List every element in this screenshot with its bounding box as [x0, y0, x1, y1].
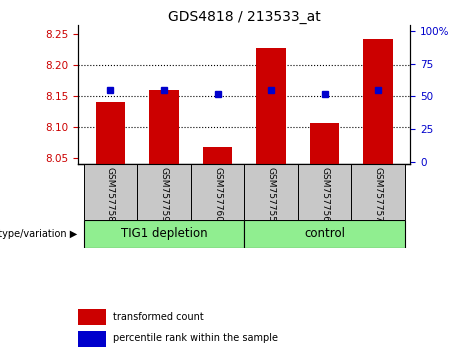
- Bar: [256, 48, 286, 164]
- Bar: [351, 164, 405, 220]
- Text: genotype/variation ▶: genotype/variation ▶: [0, 229, 77, 239]
- Bar: [310, 122, 339, 164]
- Bar: [298, 164, 351, 220]
- Text: percentile rank within the sample: percentile rank within the sample: [113, 333, 278, 343]
- Bar: [244, 164, 298, 220]
- Text: GSM757755: GSM757755: [266, 167, 276, 222]
- Text: control: control: [304, 227, 345, 240]
- Bar: [78, 309, 106, 325]
- Text: GSM757758: GSM757758: [106, 167, 115, 222]
- Text: transformed count: transformed count: [113, 312, 204, 322]
- Bar: [137, 164, 191, 220]
- Bar: [244, 220, 405, 248]
- Text: GSM757760: GSM757760: [213, 167, 222, 222]
- Bar: [191, 164, 244, 220]
- Bar: [149, 90, 179, 164]
- Bar: [363, 39, 393, 164]
- Title: GDS4818 / 213533_at: GDS4818 / 213533_at: [168, 10, 321, 24]
- Text: GSM757757: GSM757757: [374, 167, 383, 222]
- Text: GSM757756: GSM757756: [320, 167, 329, 222]
- Bar: [84, 164, 137, 220]
- Bar: [84, 220, 244, 248]
- Bar: [203, 147, 232, 164]
- Text: GSM757759: GSM757759: [160, 167, 169, 222]
- Bar: [96, 102, 125, 164]
- Text: TIG1 depletion: TIG1 depletion: [121, 227, 207, 240]
- Bar: [78, 331, 106, 347]
